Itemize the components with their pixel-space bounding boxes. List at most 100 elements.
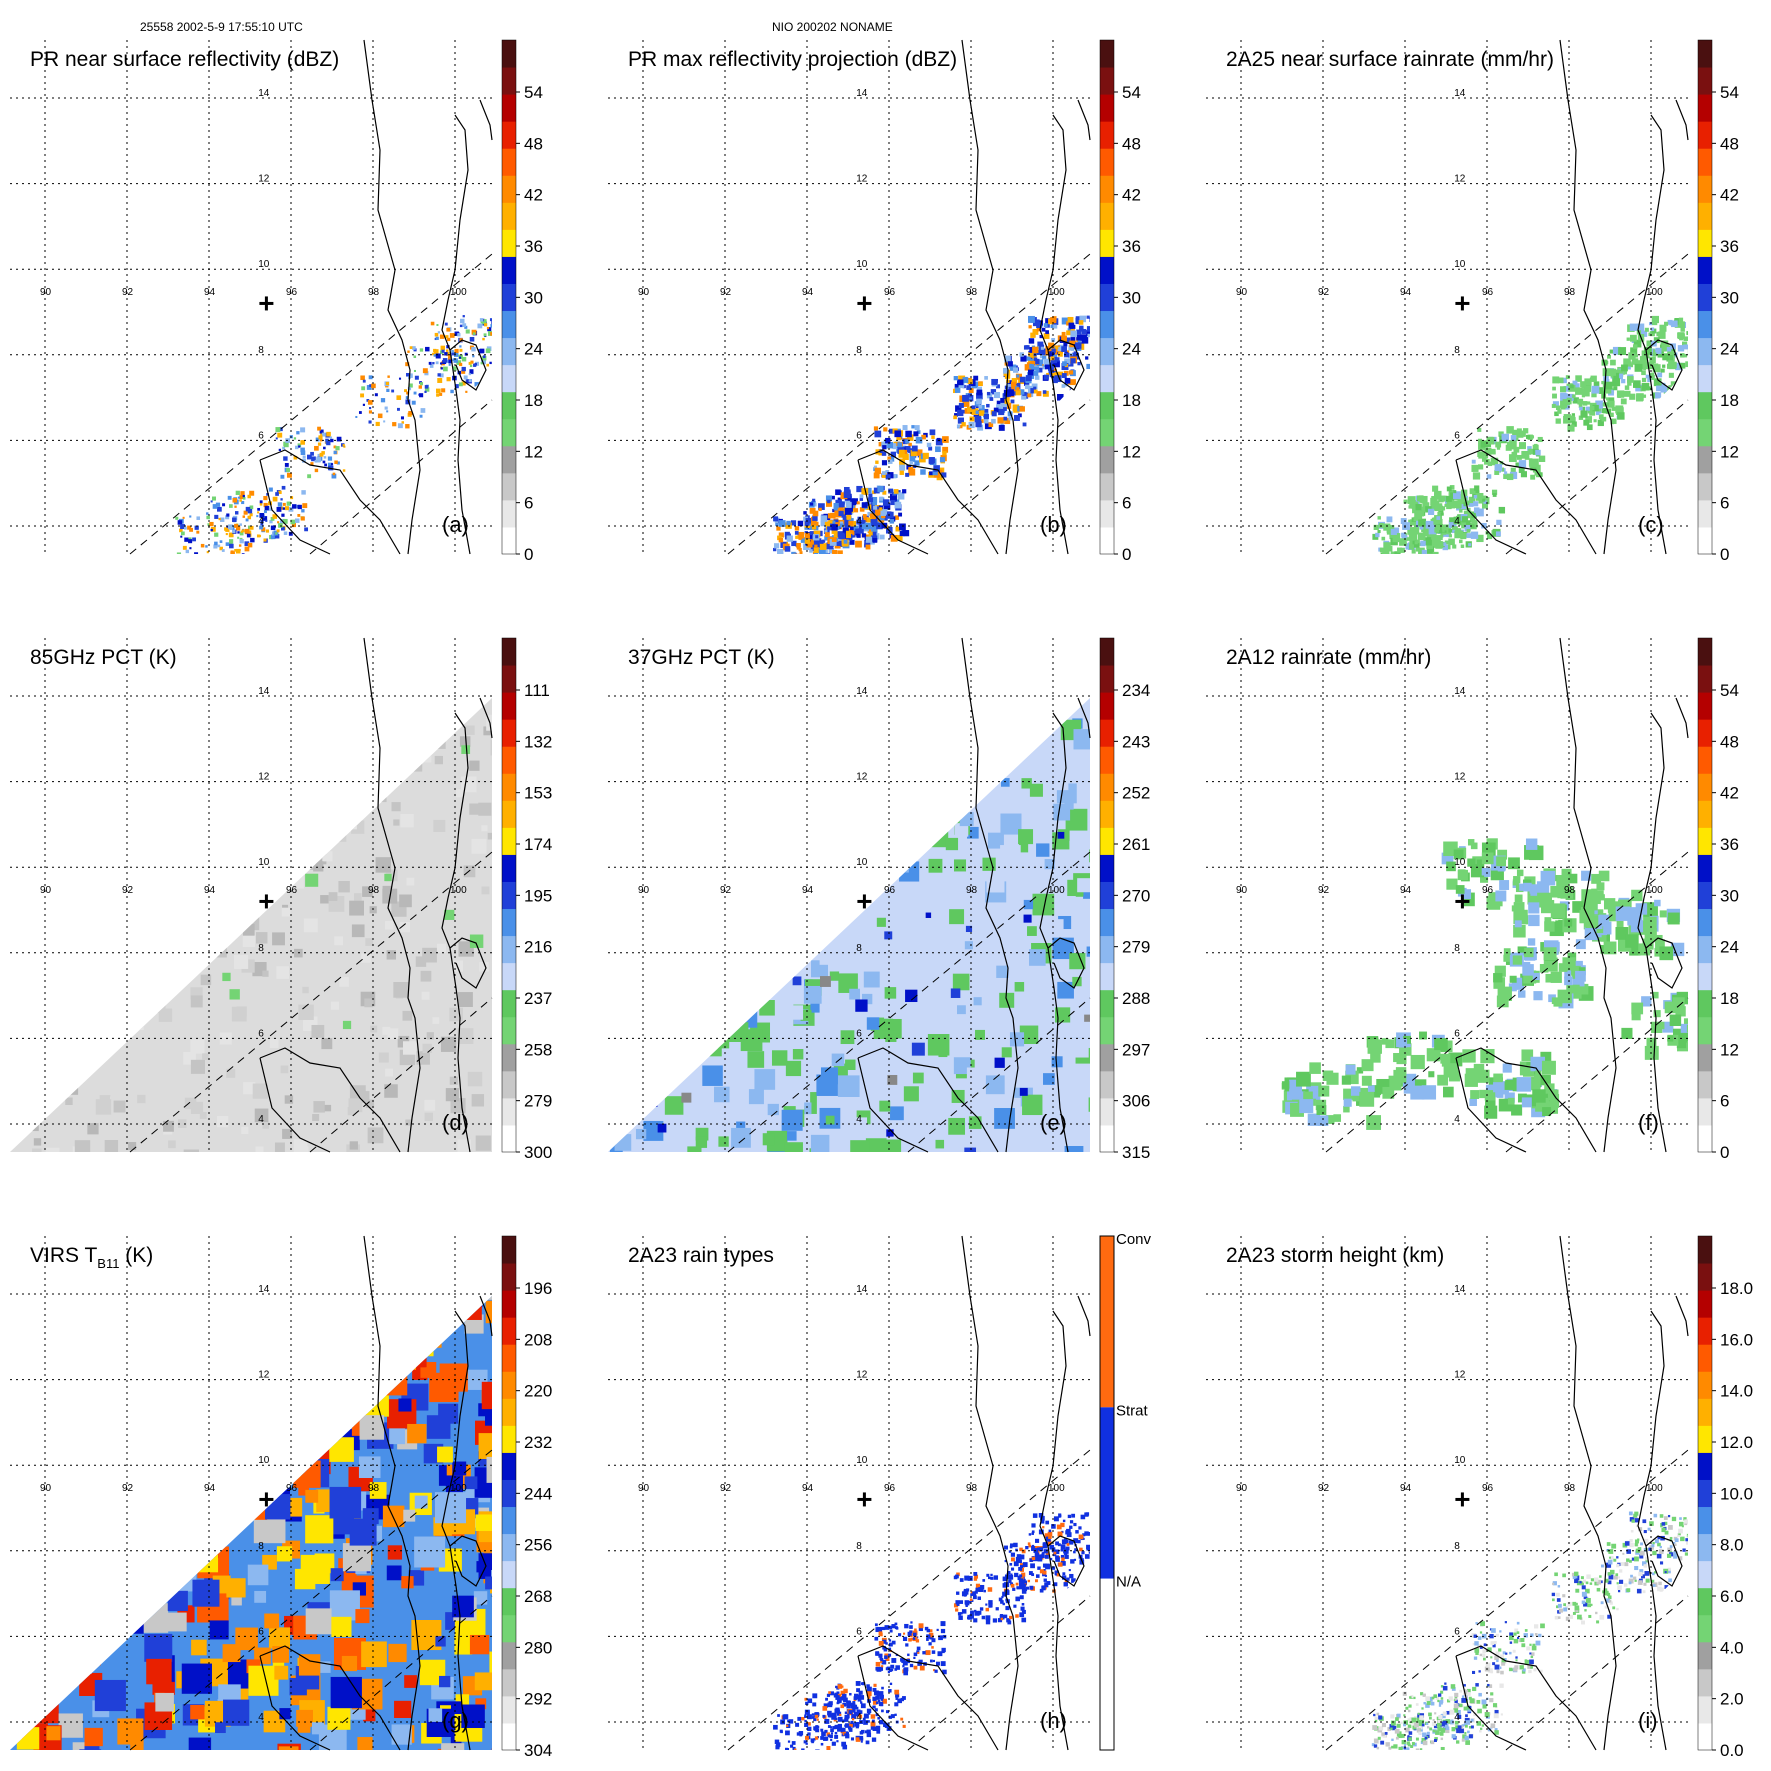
data-pixel [1061, 331, 1066, 336]
data-pixel [986, 393, 993, 399]
data-pixel [474, 1672, 492, 1691]
data-pixel [887, 1074, 898, 1085]
data-pixel [1013, 415, 1020, 421]
data-pixel [264, 1613, 280, 1629]
data-pixel [1690, 357, 1694, 361]
data-pixel [483, 726, 492, 736]
data-pixel [1012, 367, 1019, 373]
data-pixel [1073, 1558, 1077, 1561]
data-pixel [224, 561, 226, 563]
data-pixel [393, 645, 404, 656]
data-pixel [954, 823, 969, 837]
data-pixel [793, 955, 805, 967]
data-pixel [87, 1400, 103, 1416]
data-pixel [245, 1410, 270, 1434]
data-pixel [1627, 366, 1631, 370]
data-pixel [935, 446, 941, 453]
data-pixel [791, 551, 796, 554]
data-pixel [1000, 402, 1008, 409]
data-pixel [231, 1594, 242, 1606]
data-pixel [979, 1607, 984, 1611]
data-pixel [1521, 1097, 1532, 1108]
data-pixel [92, 850, 101, 859]
data-pixel [835, 1685, 838, 1689]
data-pixel [820, 976, 831, 987]
data-pixel [151, 972, 161, 982]
data-pixel [1621, 364, 1628, 372]
data-pixel [971, 408, 979, 416]
field-layer [1281, 838, 1688, 1130]
data-pixel [935, 438, 943, 446]
data-pixel [181, 1663, 212, 1694]
data-pixel [975, 668, 991, 684]
data-pixel [1411, 556, 1418, 563]
data-pixel [297, 513, 301, 517]
data-pixel [1535, 1070, 1542, 1077]
data-pixel [150, 1261, 176, 1287]
data-pixel [398, 1398, 412, 1412]
data-pixel [330, 438, 334, 443]
data-pixel [851, 1703, 855, 1706]
data-pixel [1636, 393, 1644, 401]
data-pixel [1081, 1551, 1085, 1555]
data-pixel [798, 795, 811, 809]
data-pixel [812, 515, 818, 521]
data-pixel [1421, 1085, 1437, 1100]
data-pixel [168, 1336, 192, 1359]
data-pixel [303, 918, 318, 933]
data-pixel [1010, 1552, 1016, 1557]
data-pixel [1593, 381, 1600, 387]
data-pixel [982, 408, 989, 415]
data-pixel [1641, 370, 1646, 376]
data-pixel [329, 436, 333, 439]
data-pixel [813, 547, 820, 553]
data-pixel [342, 678, 349, 685]
data-pixel [209, 1256, 227, 1274]
data-pixel [891, 833, 903, 844]
data-pixel [820, 520, 827, 527]
data-pixel [1480, 440, 1488, 448]
data-pixel [150, 703, 164, 716]
data-pixel [875, 1725, 881, 1731]
data-pixel [872, 531, 877, 536]
data-pixel [890, 516, 896, 522]
data-pixel [239, 539, 244, 544]
data-pixel [909, 461, 914, 465]
data-pixel [889, 519, 895, 524]
data-pixel [244, 546, 250, 552]
data-pixel [218, 800, 229, 811]
orbit-time-header: 25558 2002-5-9 17:55:10 UTC [140, 20, 303, 34]
data-pixel [976, 398, 982, 405]
data-pixel [806, 541, 813, 548]
data-pixel [1091, 315, 1095, 319]
data-pixel [322, 460, 326, 464]
colorbar-segment [1698, 746, 1712, 774]
data-pixel [878, 851, 894, 867]
data-pixel [47, 1280, 59, 1292]
data-pixel [406, 877, 415, 886]
data-pixel [413, 1336, 434, 1357]
data-pixel [1411, 549, 1416, 554]
data-pixel [1303, 1091, 1313, 1102]
data-pixel [1607, 400, 1615, 408]
data-pixel [284, 463, 289, 467]
data-pixel [91, 1422, 107, 1439]
data-pixel [24, 975, 35, 986]
data-pixel [65, 1097, 73, 1105]
data-pixel [792, 1746, 796, 1750]
data-pixel [1532, 444, 1539, 451]
data-pixel [237, 496, 241, 499]
data-pixel [825, 1697, 828, 1701]
data-pixel [822, 539, 826, 543]
data-pixel [918, 1626, 923, 1632]
data-pixel [1516, 1077, 1532, 1092]
data-pixel [1633, 339, 1642, 348]
data-pixel [1534, 471, 1540, 476]
data-pixel [1027, 1579, 1031, 1583]
field-layer [175, 315, 492, 563]
lat-label: 10 [258, 259, 270, 270]
data-pixel [834, 510, 842, 518]
data-pixel [445, 335, 449, 339]
data-pixel [867, 1712, 871, 1715]
data-pixel [226, 1068, 236, 1078]
